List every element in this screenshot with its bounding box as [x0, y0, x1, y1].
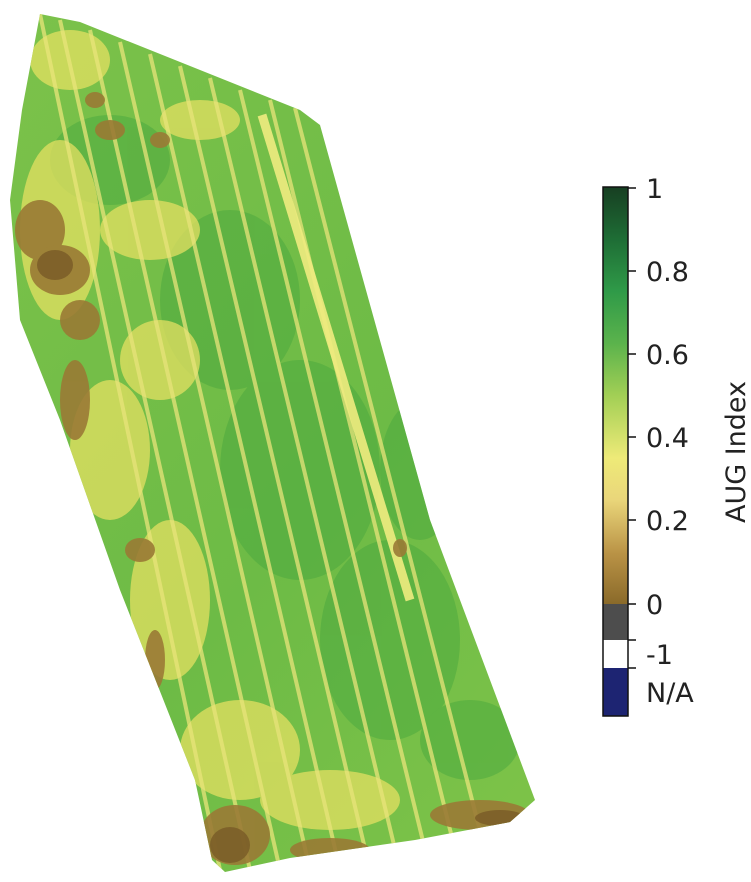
- colorbar-tick-label: 0.8: [646, 257, 689, 288]
- colorbar-tick-label: 0.4: [646, 423, 689, 454]
- colorbar-tick-label: 0.6: [646, 340, 689, 371]
- colorbar-tick-label: 0.2: [646, 506, 689, 537]
- colorbar-gradient: [603, 187, 628, 604]
- colorbar-tick-label: 1: [646, 174, 663, 205]
- colorbar-na-swatch: [603, 668, 628, 716]
- colorbar-frame: [602, 186, 629, 717]
- colorbar-ticks: [628, 187, 636, 669]
- colorbar-minus-one-swatch: [603, 640, 628, 668]
- colorbar-zero-swatch: [603, 604, 628, 640]
- crop-row-lines: [38, 14, 492, 871]
- colorbar-tick-label: -1: [646, 640, 673, 671]
- colorbar-title: AUG Index: [721, 381, 751, 523]
- colorbar-tick-label: N/A: [646, 678, 694, 709]
- colorbar-tick-label: 0: [646, 590, 663, 621]
- field-track-line: [257, 113, 415, 602]
- vegetation-sparse-patches: [20, 30, 400, 830]
